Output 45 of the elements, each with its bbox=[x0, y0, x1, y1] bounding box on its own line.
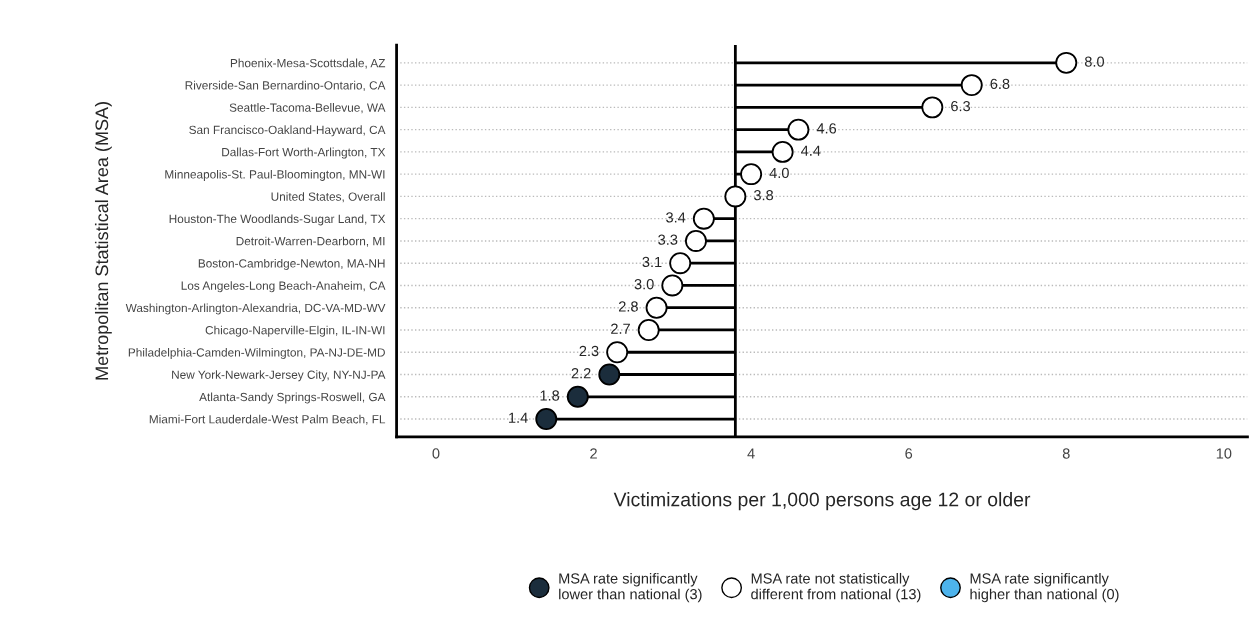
legend-label: MSA rate significantly higher than national (0) bbox=[970, 572, 1119, 603]
y-tick-label: Atlanta-Sandy Springs-Roswell, GA bbox=[199, 392, 386, 404]
y-tick-label: Washington-Arlington-Alexandria, DC-VA-MD-WV bbox=[125, 303, 386, 315]
x-tick-label: 0 bbox=[432, 448, 440, 459]
y-tick-label: United States, Overall bbox=[271, 192, 385, 203]
data-label: 4.0 bbox=[769, 167, 789, 179]
y-tick-label: Minneapolis-St. Paul-Bloomington, MN-WI bbox=[165, 169, 385, 181]
data-label: 3.8 bbox=[753, 190, 774, 201]
data-label: 6.8 bbox=[990, 78, 1010, 90]
data-label: 8.0 bbox=[1084, 56, 1105, 67]
y-tick-label: Riverside-San Bernardino-Ontario, CA bbox=[185, 80, 386, 91]
x-tick-label: 6 bbox=[905, 448, 913, 459]
y-tick-label: Seattle-Tacoma-Bellevue, WA bbox=[229, 103, 386, 114]
x-tick-label: 10 bbox=[1216, 448, 1232, 459]
x-axis-title: Victimizations per 1,000 persons age 12 or older bbox=[613, 492, 1031, 511]
y-tick-label: Chicago-Naperville-Elgin, IL-IN-WI bbox=[205, 325, 385, 337]
data-label: 6.3 bbox=[951, 100, 971, 112]
y-tick-label: Detroit-Warren-Dearborn, MI bbox=[236, 236, 385, 247]
data-label: 1.8 bbox=[540, 390, 560, 401]
data-label: 1.4 bbox=[509, 412, 528, 423]
y-tick-label: San Francisco-Oakland-Hayward, CA bbox=[189, 125, 386, 137]
data-label: 2.3 bbox=[579, 345, 599, 357]
legend-label: MSA rate significantly lower than national (3) bbox=[559, 572, 702, 603]
data-label: 2.7 bbox=[611, 323, 630, 334]
y-tick-label: Houston-The Woodlands-Sugar Land, TX bbox=[169, 214, 386, 226]
x-tick-label: 8 bbox=[1062, 448, 1070, 459]
y-tick-label: Los Angeles-Long Beach-Anaheim, CA bbox=[181, 281, 386, 293]
x-tick-label: 2 bbox=[590, 448, 597, 459]
data-label: 2.2 bbox=[571, 368, 591, 379]
data-label: 3.0 bbox=[634, 279, 654, 290]
data-label: 3.4 bbox=[666, 212, 686, 223]
y-tick-label: Philadelphia-Camden-Wilmington, PA-NJ-DE-MD bbox=[128, 347, 385, 359]
y-tick-label: Miami-Fort Lauderdale-West Palm Beach, FL bbox=[149, 414, 386, 425]
x-tick-label: 4 bbox=[747, 448, 755, 459]
y-tick-label: Phoenix-Mesa-Scottsdale, AZ bbox=[230, 58, 386, 69]
data-label: 4.4 bbox=[801, 145, 821, 156]
data-label: 2.8 bbox=[618, 301, 638, 312]
data-label: 3.1 bbox=[642, 256, 662, 268]
legend-label: MSA rate not statistically different from national (13) bbox=[751, 572, 921, 603]
y-tick-label: Dallas-Fort Worth-Arlington, TX bbox=[222, 147, 386, 159]
y-axis-title: Metropolitan Statistical Area (MSA) bbox=[94, 102, 112, 380]
data-label: 3.3 bbox=[658, 234, 678, 245]
y-tick-label: New York-Newark-Jersey City, NY-NJ-PA bbox=[172, 370, 386, 382]
y-tick-label: Boston-Cambridge-Newton, MA-NH bbox=[198, 258, 385, 270]
data-label: 4.6 bbox=[816, 123, 837, 134]
